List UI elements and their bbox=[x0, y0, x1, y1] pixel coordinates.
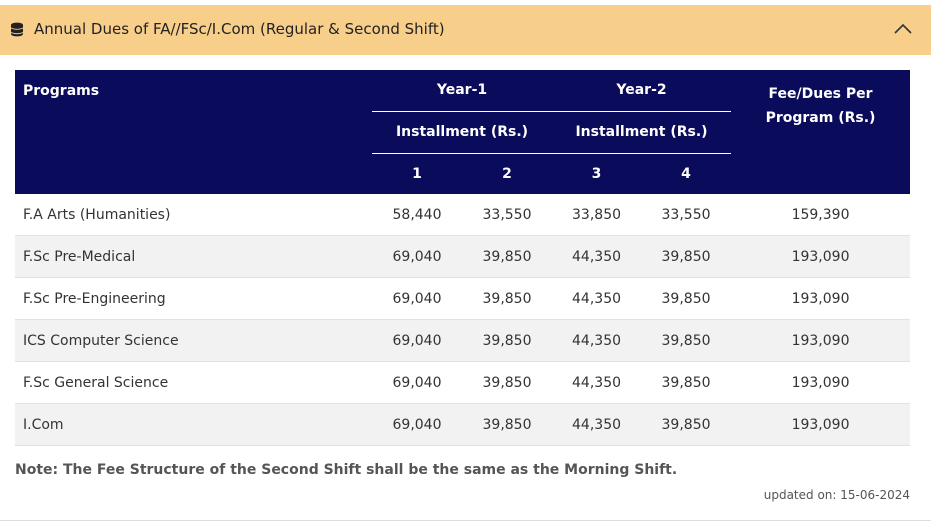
program-name: F.Sc Pre-Medical bbox=[15, 235, 372, 278]
note: Note: The Fee Structure of the Second Sh… bbox=[15, 462, 678, 478]
fee-cell: 69,040 bbox=[372, 403, 462, 446]
fee-cell: 39,850 bbox=[641, 403, 732, 446]
column-header: Year-2 bbox=[552, 70, 732, 112]
installment-number: 2 bbox=[462, 153, 553, 194]
fee-cell: 39,850 bbox=[462, 277, 553, 320]
coins-icon bbox=[10, 22, 24, 37]
table-row: F.A Arts (Humanities) 58,440 33,550 33,850 3… bbox=[15, 194, 911, 236]
installment-number: 3 bbox=[552, 153, 642, 194]
fee-cell: 69,040 bbox=[372, 361, 462, 404]
collapse-chevron[interactable] bbox=[894, 23, 912, 35]
divider bbox=[0, 520, 931, 521]
fee-cell: 39,850 bbox=[641, 277, 732, 320]
fee-cell: 44,350 bbox=[552, 361, 642, 404]
column-header: Programs bbox=[15, 70, 372, 194]
fee-cell: 39,850 bbox=[462, 361, 553, 404]
program-name: I.Com bbox=[15, 403, 372, 446]
program-name: F.A Arts (Humanities) bbox=[15, 194, 372, 236]
column-header: Installment (Rs.) bbox=[372, 111, 553, 154]
fee-cell: 193,090 bbox=[731, 361, 911, 404]
updated-date: updated on: 15-06-2024 bbox=[763, 488, 910, 502]
fee-cell: 193,090 bbox=[731, 319, 911, 362]
table-row: ICS Computer Science 69,040 39,850 44,350 39… bbox=[15, 319, 911, 362]
fee-cell: 193,090 bbox=[731, 403, 911, 446]
fee-cell: 44,350 bbox=[552, 277, 642, 320]
fee-table: Programs Year-1 Year-2 Fee/Dues Per Prog… bbox=[15, 70, 911, 446]
table-row: I.Com 69,040 39,850 44,350 39,850 193,090 bbox=[15, 403, 911, 446]
column-header: Installment (Rs.) bbox=[552, 111, 732, 154]
table-row: F.Sc Pre-Engineering 69,040 39,850 44,350 39… bbox=[15, 277, 911, 320]
fee-cell: 58,440 bbox=[372, 194, 462, 236]
accordion-header[interactable]: Annual Dues of FA//FSc/I.Com (Regular & … bbox=[0, 5, 931, 55]
program-name: F.Sc General Science bbox=[15, 361, 372, 404]
fee-cell: 39,850 bbox=[641, 319, 732, 362]
accordion-title: Annual Dues of FA//FSc/I.Com (Regular & … bbox=[34, 20, 445, 38]
table-row: F.Sc Pre-Medical 69,040 39,850 44,350 39,850… bbox=[15, 235, 911, 278]
installment-number: 1 bbox=[372, 153, 462, 194]
fee-cell: 39,850 bbox=[641, 235, 732, 278]
fee-cell: 33,850 bbox=[552, 194, 642, 236]
fee-cell: 39,850 bbox=[641, 361, 732, 404]
table-row: F.Sc General Science 69,040 39,850 44,350 39… bbox=[15, 361, 911, 404]
installment-number: 4 bbox=[641, 153, 732, 194]
fee-cell: 69,040 bbox=[372, 235, 462, 278]
column-header: Year-1 bbox=[372, 70, 553, 112]
fee-cell: 159,390 bbox=[731, 194, 911, 236]
fee-cell: 39,850 bbox=[462, 235, 553, 278]
fee-cell: 69,040 bbox=[372, 277, 462, 320]
fee-cell: 33,550 bbox=[641, 194, 732, 236]
fee-cell: 33,550 bbox=[462, 194, 553, 236]
fee-cell: 39,850 bbox=[462, 403, 553, 446]
fee-cell: 39,850 bbox=[462, 319, 553, 362]
program-name: F.Sc Pre-Engineering bbox=[15, 277, 372, 320]
column-header: Fee/Dues Per Program (Rs.) bbox=[731, 70, 911, 194]
fee-cell: 44,350 bbox=[552, 319, 642, 362]
fee-cell: 69,040 bbox=[372, 319, 462, 362]
program-name: ICS Computer Science bbox=[15, 319, 372, 362]
fee-cell: 44,350 bbox=[552, 235, 642, 278]
fee-cell: 44,350 bbox=[552, 403, 642, 446]
fee-cell: 193,090 bbox=[731, 277, 911, 320]
fee-cell: 193,090 bbox=[731, 235, 911, 278]
